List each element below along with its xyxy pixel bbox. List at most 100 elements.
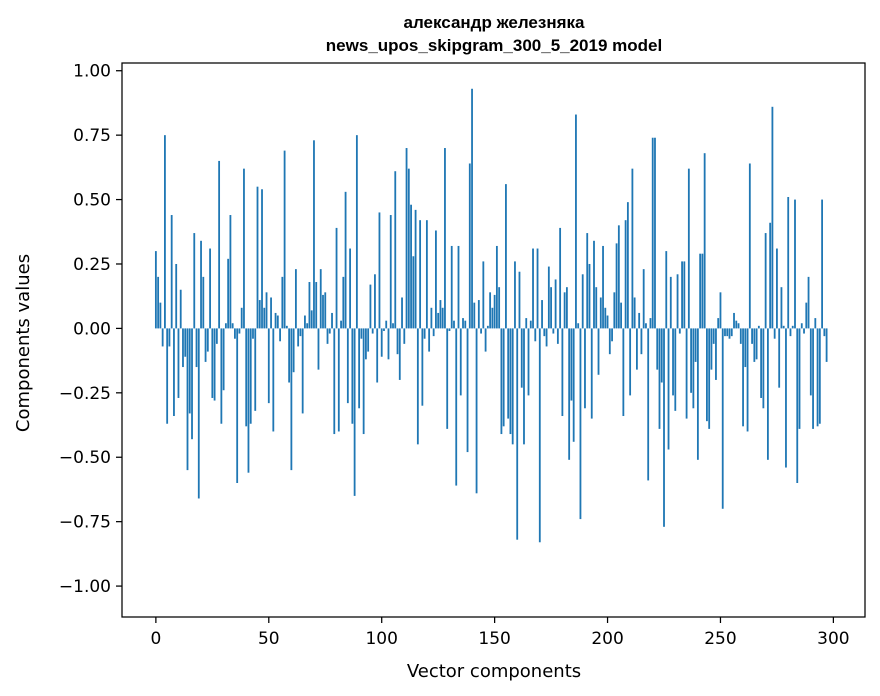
bar [516, 328, 519, 540]
bar [301, 328, 304, 414]
bar [238, 328, 241, 334]
bar [785, 328, 787, 468]
bar [593, 240, 595, 329]
bar [428, 328, 431, 352]
bar [692, 328, 695, 409]
bar [486, 325, 489, 329]
bar [220, 328, 223, 424]
bar [304, 315, 306, 329]
bar [624, 220, 627, 329]
bar [423, 328, 426, 339]
bar [335, 227, 338, 329]
bar [322, 294, 324, 329]
bar [200, 240, 202, 329]
bar [236, 328, 239, 483]
bar [771, 106, 774, 329]
bar [326, 328, 329, 344]
bar [222, 328, 225, 391]
bar [561, 328, 564, 417]
bar [728, 328, 731, 339]
bar [195, 328, 198, 368]
bar [721, 328, 724, 509]
bar [299, 328, 302, 337]
bar [611, 328, 613, 342]
bar [317, 328, 320, 370]
bar [281, 276, 284, 329]
bar [371, 328, 374, 334]
bar [617, 225, 620, 329]
bar [507, 328, 510, 419]
bar [274, 312, 277, 329]
bar [818, 328, 821, 424]
bar [532, 248, 534, 329]
bar [719, 292, 722, 329]
bar [333, 328, 336, 435]
bar [265, 292, 268, 329]
bar [647, 328, 650, 481]
bar [466, 328, 469, 453]
bar [568, 328, 571, 460]
bar [387, 328, 390, 360]
bar [640, 328, 643, 355]
bar [620, 302, 622, 329]
bar [748, 163, 751, 329]
bar [572, 328, 575, 442]
bar [615, 243, 618, 329]
bar [154, 251, 157, 329]
bar [328, 328, 331, 334]
bar [800, 323, 803, 329]
bar [500, 328, 503, 435]
bar [685, 328, 688, 419]
bar [414, 209, 417, 329]
bar [823, 328, 826, 337]
bar [694, 328, 697, 362]
bar [473, 302, 476, 329]
bar [173, 328, 175, 417]
bar [556, 328, 559, 344]
bar [575, 114, 577, 329]
y-tick-label: 0.00 [73, 319, 111, 339]
bar [346, 328, 349, 404]
bar [462, 318, 464, 329]
bar [599, 297, 602, 329]
bar [654, 137, 656, 329]
bar [401, 297, 403, 329]
bar [626, 202, 629, 329]
bar [597, 328, 600, 375]
bar [218, 160, 221, 329]
bar [730, 328, 733, 337]
bar [374, 274, 376, 329]
bar [586, 233, 589, 329]
bar [344, 191, 347, 329]
bar [782, 325, 785, 329]
bar [407, 168, 410, 329]
bar [660, 328, 663, 383]
bar [656, 328, 659, 370]
bar [353, 328, 356, 496]
bar [430, 307, 433, 329]
bar [511, 328, 514, 445]
bar [505, 184, 507, 329]
bar [631, 168, 634, 329]
bar [204, 328, 207, 362]
bar [489, 292, 492, 329]
bar [645, 323, 647, 329]
x-tick-label: 250 [704, 629, 736, 649]
y-tick-label: 0.50 [73, 191, 111, 211]
bar [206, 328, 209, 352]
bar [545, 328, 548, 347]
bar [715, 328, 717, 380]
bar [313, 140, 315, 329]
bar [403, 328, 406, 344]
bar [726, 328, 729, 337]
bar [733, 312, 735, 329]
bar [577, 323, 580, 329]
bar [667, 328, 670, 450]
bar [294, 269, 297, 329]
bar [168, 328, 171, 347]
bar [649, 318, 652, 329]
bar [663, 328, 665, 527]
bar [159, 302, 162, 329]
x-axis-ticks: 0 50 100 150 200 250 300 [150, 617, 850, 649]
bar [523, 328, 525, 445]
